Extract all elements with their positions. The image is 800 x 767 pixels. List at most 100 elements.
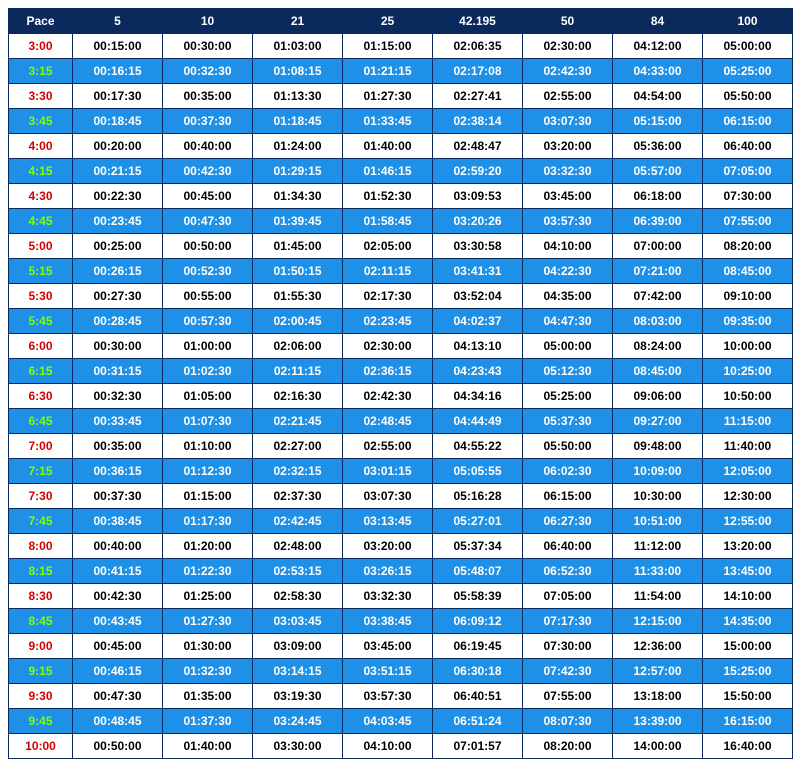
time-cell: 01:13:30 (253, 84, 343, 109)
pace-cell: 3:15 (9, 59, 73, 84)
time-cell: 05:36:00 (613, 134, 703, 159)
time-cell: 15:50:00 (703, 684, 793, 709)
pace-cell: 9:15 (9, 659, 73, 684)
header-dist-50: 50 (523, 9, 613, 34)
time-cell: 01:32:30 (163, 659, 253, 684)
time-cell: 09:48:00 (613, 434, 703, 459)
table-row: 4:3000:22:3000:45:0001:34:3001:52:3003:0… (9, 184, 793, 209)
time-cell: 08:24:00 (613, 334, 703, 359)
header-dist-21: 21 (253, 9, 343, 34)
time-cell: 01:20:00 (163, 534, 253, 559)
time-cell: 08:20:00 (703, 234, 793, 259)
pace-cell: 6:00 (9, 334, 73, 359)
time-cell: 00:41:15 (73, 559, 163, 584)
table-row: 3:0000:15:0000:30:0001:03:0001:15:0002:0… (9, 34, 793, 59)
time-cell: 00:57:30 (163, 309, 253, 334)
time-cell: 01:30:00 (163, 634, 253, 659)
time-cell: 06:51:24 (433, 709, 523, 734)
time-cell: 02:32:15 (253, 459, 343, 484)
time-cell: 00:45:00 (163, 184, 253, 209)
time-cell: 03:45:00 (343, 634, 433, 659)
time-cell: 07:01:57 (433, 734, 523, 759)
time-cell: 01:22:30 (163, 559, 253, 584)
time-cell: 02:23:45 (343, 309, 433, 334)
time-cell: 02:42:30 (523, 59, 613, 84)
time-cell: 00:33:45 (73, 409, 163, 434)
time-cell: 00:37:30 (163, 109, 253, 134)
time-cell: 03:20:00 (343, 534, 433, 559)
table-row: 10:0000:50:0001:40:0003:30:0004:10:0007:… (9, 734, 793, 759)
time-cell: 04:22:30 (523, 259, 613, 284)
pace-cell: 6:45 (9, 409, 73, 434)
time-cell: 05:48:07 (433, 559, 523, 584)
time-cell: 14:00:00 (613, 734, 703, 759)
time-cell: 03:13:45 (343, 509, 433, 534)
pace-cell: 6:15 (9, 359, 73, 384)
time-cell: 04:10:00 (343, 734, 433, 759)
table-row: 3:4500:18:4500:37:3001:18:4501:33:4502:3… (9, 109, 793, 134)
time-cell: 05:00:00 (523, 334, 613, 359)
header-row: Pace 5 10 21 25 42.195 50 84 100 (9, 9, 793, 34)
time-cell: 08:07:30 (523, 709, 613, 734)
time-cell: 07:17:30 (523, 609, 613, 634)
table-row: 3:1500:16:1500:32:3001:08:1501:21:1502:1… (9, 59, 793, 84)
time-cell: 02:11:15 (253, 359, 343, 384)
time-cell: 00:50:00 (73, 734, 163, 759)
time-cell: 02:59:20 (433, 159, 523, 184)
pace-cell: 3:45 (9, 109, 73, 134)
time-cell: 02:37:30 (253, 484, 343, 509)
header-pace: Pace (9, 9, 73, 34)
time-cell: 06:15:00 (703, 109, 793, 134)
time-cell: 01:24:00 (253, 134, 343, 159)
time-cell: 02:00:45 (253, 309, 343, 334)
time-cell: 04:35:00 (523, 284, 613, 309)
pace-cell: 8:00 (9, 534, 73, 559)
time-cell: 08:20:00 (523, 734, 613, 759)
time-cell: 10:50:00 (703, 384, 793, 409)
time-cell: 16:15:00 (703, 709, 793, 734)
time-cell: 04:33:00 (613, 59, 703, 84)
pace-cell: 7:15 (9, 459, 73, 484)
time-cell: 03:57:30 (343, 684, 433, 709)
time-cell: 02:48:00 (253, 534, 343, 559)
table-row: 7:1500:36:1501:12:3002:32:1503:01:1505:0… (9, 459, 793, 484)
time-cell: 03:14:15 (253, 659, 343, 684)
time-cell: 06:40:51 (433, 684, 523, 709)
time-cell: 03:52:04 (433, 284, 523, 309)
time-cell: 10:09:00 (613, 459, 703, 484)
time-cell: 02:06:35 (433, 34, 523, 59)
time-cell: 00:55:00 (163, 284, 253, 309)
time-cell: 00:47:30 (163, 209, 253, 234)
time-cell: 01:21:15 (343, 59, 433, 84)
time-cell: 01:05:00 (163, 384, 253, 409)
time-cell: 03:51:15 (343, 659, 433, 684)
time-cell: 04:02:37 (433, 309, 523, 334)
time-cell: 14:35:00 (703, 609, 793, 634)
time-cell: 02:27:00 (253, 434, 343, 459)
time-cell: 02:36:15 (343, 359, 433, 384)
time-cell: 09:10:00 (703, 284, 793, 309)
time-cell: 00:18:45 (73, 109, 163, 134)
time-cell: 00:23:45 (73, 209, 163, 234)
time-cell: 05:37:30 (523, 409, 613, 434)
time-cell: 02:48:47 (433, 134, 523, 159)
time-cell: 05:50:00 (523, 434, 613, 459)
pace-cell: 9:30 (9, 684, 73, 709)
time-cell: 00:50:00 (163, 234, 253, 259)
time-cell: 00:31:15 (73, 359, 163, 384)
header-dist-100: 100 (703, 9, 793, 34)
time-cell: 10:00:00 (703, 334, 793, 359)
time-cell: 00:30:00 (73, 334, 163, 359)
table-row: 5:3000:27:3000:55:0001:55:3002:17:3003:5… (9, 284, 793, 309)
header-dist-84: 84 (613, 9, 703, 34)
time-cell: 03:19:30 (253, 684, 343, 709)
time-cell: 02:42:45 (253, 509, 343, 534)
time-cell: 00:47:30 (73, 684, 163, 709)
time-cell: 03:07:30 (343, 484, 433, 509)
time-cell: 01:55:30 (253, 284, 343, 309)
time-cell: 00:28:45 (73, 309, 163, 334)
pace-cell: 6:30 (9, 384, 73, 409)
time-cell: 06:02:30 (523, 459, 613, 484)
time-cell: 01:10:00 (163, 434, 253, 459)
time-cell: 00:25:00 (73, 234, 163, 259)
